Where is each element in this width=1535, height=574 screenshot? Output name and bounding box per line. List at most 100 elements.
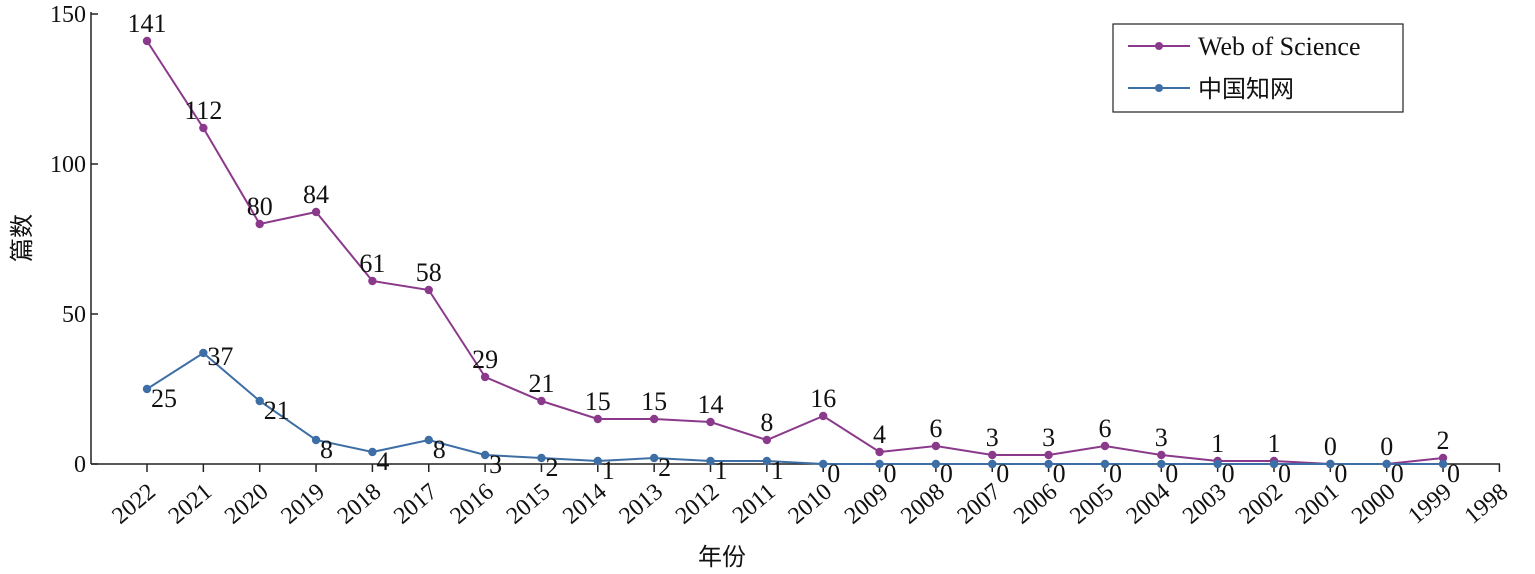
- x-axis: 2022 2021 2020 2019 2018 2017 2016 2015 2014 2013…: [91, 463, 1513, 530]
- data-label: 4: [873, 420, 886, 449]
- legend: Web of Science 中国知网: [1112, 23, 1404, 113]
- data-point: [762, 456, 772, 466]
- data-point: [649, 453, 659, 463]
- data-point: [480, 372, 490, 382]
- data-label: 0: [1222, 459, 1235, 488]
- data-point: [255, 219, 264, 229]
- x-tick-label: 2022: [107, 479, 160, 530]
- data-label: 15: [641, 387, 667, 416]
- x-tick-label: 2015: [502, 479, 555, 530]
- legend-label-cnki: 中国知网: [1198, 75, 1294, 103]
- data-point: [424, 285, 433, 295]
- data-point: [649, 414, 659, 424]
- y-tick-label: 100: [50, 152, 86, 178]
- data-label: 8: [320, 435, 333, 464]
- data-point: [875, 459, 884, 469]
- data-point: [368, 276, 377, 286]
- data-point: [424, 435, 433, 445]
- data-point: [1438, 453, 1448, 463]
- legend-label-wos: Web of Science: [1198, 32, 1361, 61]
- x-tick-label: 2016: [445, 479, 498, 530]
- data-label: 21: [528, 369, 554, 398]
- data-label: 2: [658, 453, 671, 482]
- x-tick-label: 2013: [615, 479, 668, 530]
- y-axis-title: 篇数: [8, 214, 36, 262]
- data-label: 80: [247, 192, 273, 221]
- data-point: [368, 447, 377, 457]
- data-label: 0: [1053, 459, 1066, 488]
- y-tick-label: 150: [50, 2, 86, 28]
- y-axis: 0 50 100 150: [50, 2, 98, 478]
- data-point: [1213, 459, 1222, 469]
- data-label: 0: [1447, 459, 1460, 488]
- data-point: [1438, 459, 1448, 469]
- data-point: [255, 396, 264, 406]
- data-label: 0: [996, 459, 1009, 488]
- data-label: 1: [771, 456, 784, 485]
- data-label: 0: [1165, 459, 1178, 488]
- y-tick-label: 50: [62, 302, 86, 328]
- data-point: [311, 207, 321, 217]
- x-tick-label: 2011: [728, 479, 781, 529]
- data-point: [762, 435, 772, 445]
- data-label: 0: [827, 459, 840, 488]
- data-label: 37: [207, 342, 233, 371]
- data-point: [1044, 459, 1053, 469]
- data-label: 3: [1155, 423, 1168, 452]
- data-label: 0: [1278, 459, 1291, 488]
- data-label: 3: [986, 423, 999, 452]
- data-label: 58: [416, 258, 442, 287]
- data-point: [593, 456, 602, 466]
- x-axis-title: 年份: [698, 543, 746, 571]
- data-label: 6: [929, 414, 942, 443]
- data-label: 2: [545, 453, 558, 482]
- data-label: 4: [376, 447, 389, 476]
- data-label: 8: [760, 408, 773, 437]
- data-point: [931, 441, 941, 451]
- data-point: [142, 36, 152, 46]
- data-point: [1157, 459, 1166, 469]
- data-label: 0: [1380, 432, 1393, 461]
- data-point: [1100, 441, 1110, 451]
- data-label: 0: [940, 459, 953, 488]
- series-line-1: [146, 351, 1444, 465]
- data-point: [142, 384, 152, 394]
- data-label: 1: [602, 456, 615, 485]
- legend-marker-wos: [1155, 42, 1163, 50]
- data-point: [1044, 450, 1053, 460]
- data-point: [988, 450, 997, 460]
- data-point: [537, 396, 546, 406]
- data-label: 3: [1042, 423, 1055, 452]
- x-tick-label: 1998: [1460, 479, 1513, 530]
- series-line-0: [146, 40, 1444, 465]
- data-label: 84: [303, 180, 329, 209]
- data-point: [1100, 459, 1110, 469]
- data-point: [819, 459, 828, 469]
- data-label: 3: [489, 450, 502, 479]
- data-label: 25: [151, 384, 177, 413]
- data-point: [593, 414, 602, 424]
- x-tick-label: 2018: [333, 479, 386, 530]
- x-tick-label: 2012: [671, 479, 724, 530]
- x-tick-label: 2019: [276, 479, 329, 530]
- data-point: [537, 453, 546, 463]
- data-point: [1382, 459, 1391, 469]
- x-tick-label: 2017: [389, 479, 442, 530]
- data-label: 6: [1098, 414, 1111, 443]
- data-label: 29: [472, 345, 498, 374]
- data-label: 0: [1334, 459, 1347, 488]
- data-label: 1: [1268, 429, 1281, 458]
- data-point: [988, 459, 997, 469]
- data-label: 14: [698, 390, 724, 419]
- data-label: 2: [1437, 426, 1450, 455]
- data-point: [480, 450, 490, 460]
- data-point: [1157, 450, 1166, 460]
- data-point: [706, 417, 715, 427]
- data-point: [311, 435, 321, 445]
- data-label: 1: [715, 456, 728, 485]
- data-label: 0: [1109, 459, 1122, 488]
- data-label: 0: [1391, 459, 1404, 488]
- data-label: 15: [585, 387, 611, 416]
